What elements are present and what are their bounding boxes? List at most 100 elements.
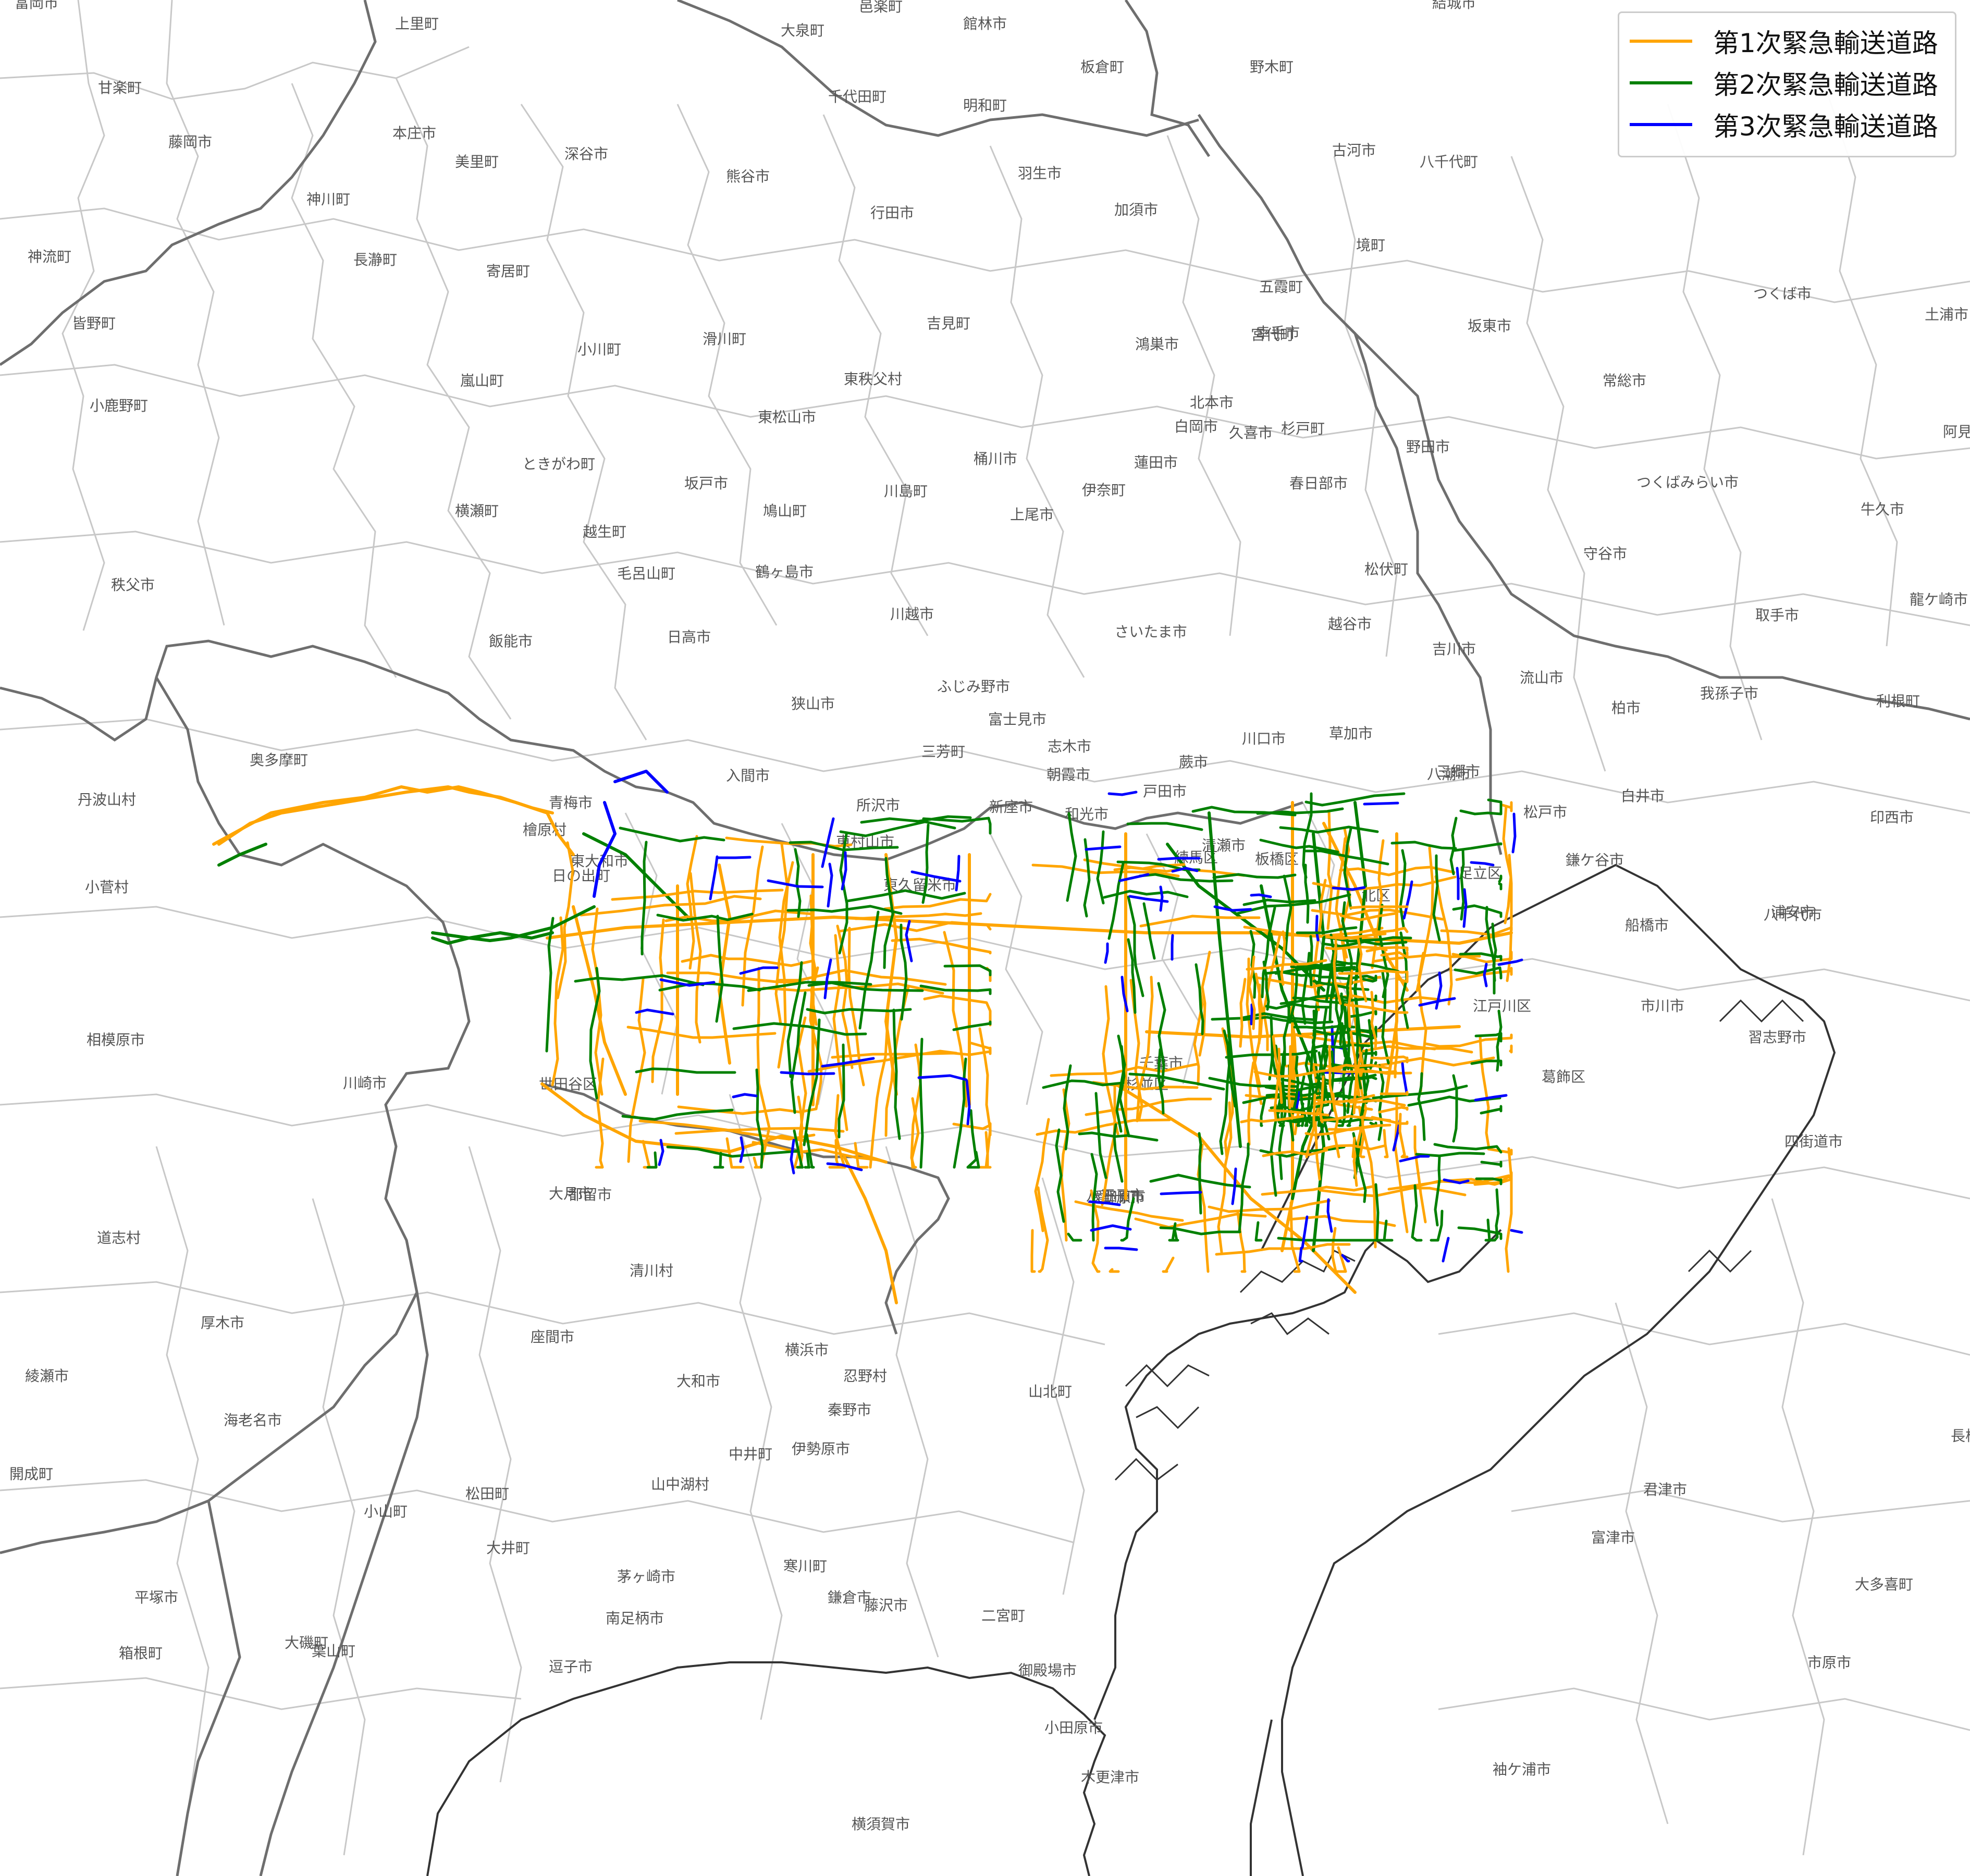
road-segment — [1157, 1048, 1165, 1115]
road-segment — [619, 826, 725, 843]
road-segment — [905, 920, 913, 962]
municipality-label: 厚木市 — [201, 1314, 244, 1331]
municipality-label: 阿見町 — [1943, 423, 1970, 440]
municipality-label: 邑楽町 — [859, 0, 903, 15]
legend-item-tertiary-road: 第3次緊急輸送道路 — [1630, 104, 1944, 145]
municipality-label: 大泉町 — [781, 22, 824, 39]
road-segment — [869, 1012, 890, 1169]
road-segment — [834, 1094, 846, 1169]
road-segment — [1090, 1189, 1101, 1273]
road-segment — [1383, 1129, 1389, 1158]
road-segment — [1296, 926, 1358, 934]
road-segment — [641, 841, 648, 956]
road-segment — [1240, 1115, 1304, 1124]
municipality-label: 飯能市 — [489, 633, 533, 650]
municipality-label: 越谷市 — [1328, 615, 1372, 633]
municipality-label: 明和町 — [963, 97, 1007, 114]
road-segment — [1304, 792, 1406, 807]
road-segment — [1346, 1098, 1357, 1127]
road-segment — [1280, 930, 1286, 986]
road-segment — [1238, 1142, 1250, 1233]
road-segment — [664, 909, 815, 922]
road-segment — [841, 851, 847, 891]
municipality-label: 丹波山村 — [78, 791, 136, 808]
road-segment — [1295, 1091, 1301, 1112]
municipality-label: 上尾市 — [1010, 506, 1054, 523]
road-segment — [1037, 1186, 1049, 1273]
road-segment — [843, 1155, 898, 1304]
road-segment — [827, 862, 833, 908]
road-segment — [1298, 1246, 1303, 1263]
road-segment — [1511, 812, 1517, 854]
legend-swatch-orange — [1630, 40, 1692, 43]
road-segment — [1332, 886, 1366, 891]
municipality-label: 坂東市 — [1468, 317, 1511, 335]
municipality-label: 取手市 — [1755, 607, 1799, 624]
road-segment — [1107, 862, 1125, 940]
road-segment — [1198, 951, 1211, 1057]
municipality-label: 山中湖村 — [651, 1476, 709, 1493]
road-segment — [854, 1142, 869, 1169]
municipality-label: 大井町 — [486, 1539, 530, 1557]
road-segment — [1347, 969, 1353, 1028]
road-segment — [777, 861, 794, 1069]
road-segment — [1339, 912, 1397, 921]
municipality-label: 野田市 — [1406, 438, 1450, 455]
municipality-label: 君津市 — [1643, 1481, 1687, 1498]
municipality-label: 甘楽町 — [98, 79, 142, 96]
road-segment — [1394, 1092, 1409, 1233]
road-segment — [635, 1067, 736, 1074]
road-segment — [1265, 1003, 1332, 1010]
municipality-label: 大磯町 — [285, 1634, 328, 1651]
road-segment — [1277, 1237, 1394, 1242]
municipality-label: 八千代町 — [1420, 153, 1478, 170]
road-segment — [775, 969, 947, 986]
municipality-label: 行田市 — [870, 204, 914, 221]
municipality-label: 我孫子市 — [1700, 685, 1758, 702]
municipality-label: 東松山市 — [758, 409, 816, 426]
road-segment — [1246, 957, 1262, 1088]
road-segment — [910, 1043, 922, 1169]
municipality-label: 平塚市 — [134, 1589, 178, 1606]
municipality-label: ふじみ野市 — [937, 678, 1010, 695]
road-segment — [1101, 1083, 1116, 1206]
road-segment — [1096, 830, 1105, 905]
municipality-label: 入間市 — [726, 767, 770, 784]
road-segment — [1283, 1004, 1290, 1066]
road-segment — [1198, 1132, 1202, 1215]
road-segment — [786, 905, 903, 915]
road-segment — [1398, 1113, 1409, 1158]
road-segment — [756, 967, 771, 1169]
municipality-label: 流山市 — [1520, 669, 1563, 686]
road-segment — [846, 889, 966, 903]
road-segment — [580, 895, 762, 917]
road-segment — [1092, 1081, 1199, 1091]
road-segment — [1432, 854, 1441, 942]
road-segment — [821, 1057, 875, 1068]
municipality-label: 都留市 — [568, 1186, 612, 1203]
road-segment — [921, 823, 930, 904]
road-segment — [839, 820, 956, 837]
road-segment — [1296, 1116, 1302, 1127]
road-segment — [1103, 890, 1189, 899]
road-segment — [1424, 1033, 1513, 1048]
road-segment — [1327, 1124, 1392, 1131]
road-segment — [1380, 1091, 1409, 1096]
road-segment — [1496, 1009, 1503, 1072]
municipality-label: 嵐山町 — [460, 372, 504, 389]
road-segment — [1248, 955, 1256, 1030]
municipality-label: 箱根町 — [119, 1645, 163, 1662]
road-segment — [790, 991, 807, 1114]
municipality-label: 御殿場市 — [1018, 1662, 1077, 1679]
municipality-label: 東秩父村 — [844, 371, 902, 388]
road-segment — [1395, 971, 1409, 983]
road-segment — [1055, 1128, 1065, 1223]
road-segment — [1288, 1215, 1396, 1227]
road-segment — [1418, 997, 1456, 1007]
municipality-label: 吉見町 — [927, 315, 970, 332]
municipality-label: 小菅村 — [85, 879, 129, 896]
road-segment — [1246, 959, 1327, 971]
road-segment — [1126, 822, 1203, 831]
road-segment — [1273, 1047, 1281, 1120]
